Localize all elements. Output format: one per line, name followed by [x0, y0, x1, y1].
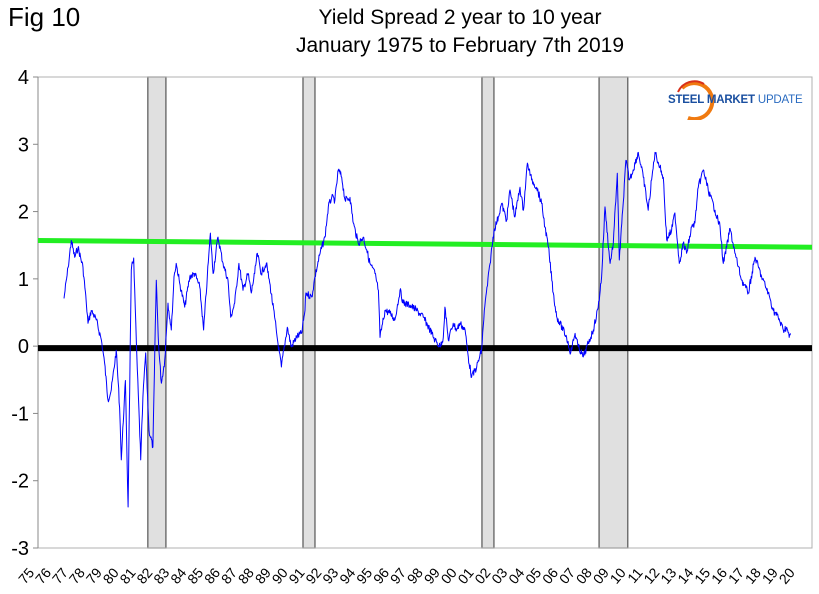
y-tick-label: -3 — [11, 538, 29, 560]
recession-bar — [598, 76, 629, 549]
chart-title: Yield Spread 2 year to 10 year — [318, 6, 602, 29]
x-tick-label: 20 — [776, 564, 798, 586]
figure-label: Fig 10 — [8, 2, 81, 32]
logo-swoosh-icon — [677, 80, 715, 120]
chart-subtitle: January 1975 to February 7th 2019 — [295, 34, 625, 57]
y-tick-label: 2 — [18, 202, 29, 224]
series-line-yield-spread — [63, 151, 791, 508]
y-tick-label: -1 — [11, 403, 29, 425]
steel-market-update-logo: STEEL MARKET UPDATE — [668, 80, 808, 122]
y-tick-label: -2 — [11, 471, 29, 493]
y-tick-label: 4 — [18, 67, 29, 89]
y-axis-ticks: 4 3 2 1 0 -1 -2 -3 — [11, 67, 38, 560]
logo-text-1: STEEL MARKET — [668, 94, 755, 106]
x-axis-ticks: 7576777879808182838485868788899091929394… — [15, 564, 798, 586]
y-tick-label: 3 — [18, 134, 29, 156]
y-tick-label: 0 — [18, 336, 29, 358]
logo-text-2: UPDATE — [757, 94, 803, 106]
y-tick-label: 1 — [18, 269, 29, 291]
recession-bar — [147, 76, 167, 549]
